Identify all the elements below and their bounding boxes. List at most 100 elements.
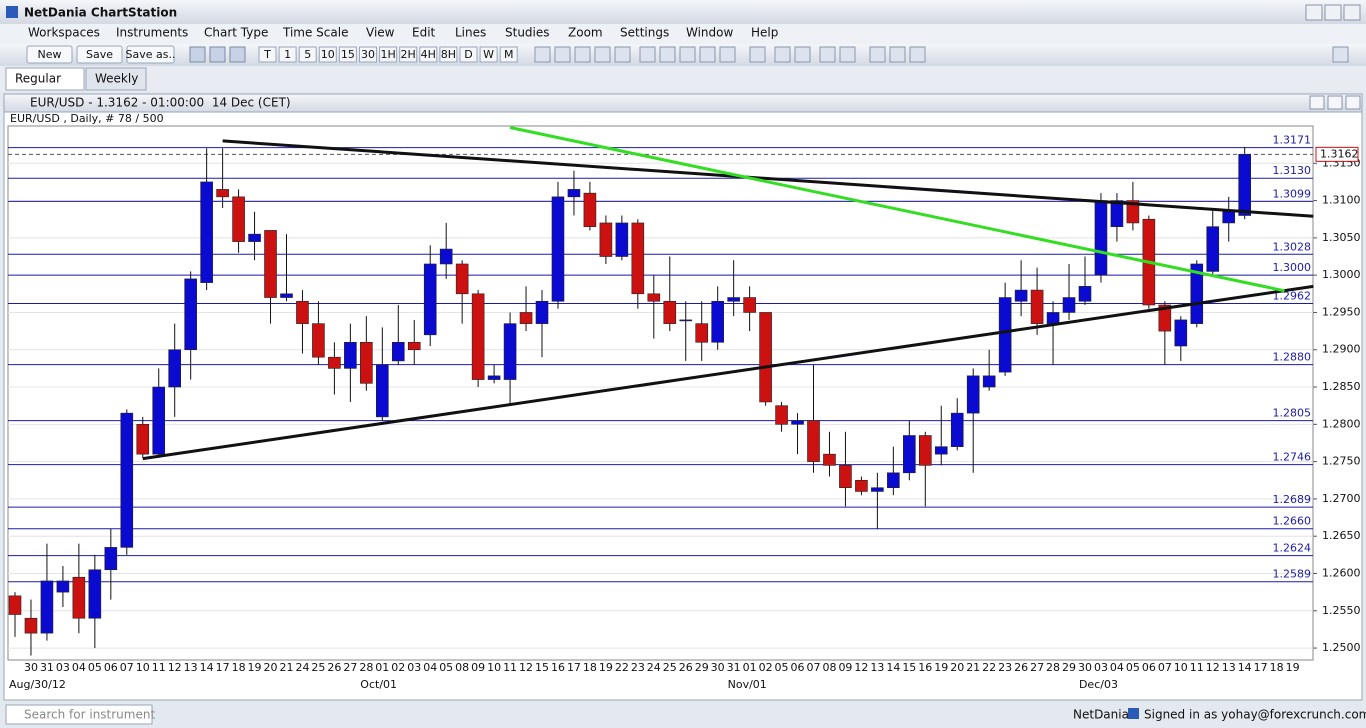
candle-body (855, 479, 868, 492)
toolbar-icon[interactable] (819, 46, 836, 63)
toolbar-icon[interactable] (1332, 46, 1349, 63)
tab[interactable] (85, 67, 147, 91)
x-tick-label: 31 (40, 661, 54, 674)
candle-body (8, 595, 22, 615)
x-tick-label: 14 (200, 661, 214, 674)
x-tick-label: 12 (854, 661, 868, 674)
toolbar-icon[interactable] (639, 46, 656, 63)
period-button[interactable] (359, 46, 377, 63)
toolbar-icon[interactable] (909, 46, 926, 63)
candle-body (823, 453, 836, 466)
candle-body (535, 300, 549, 324)
toolbar-icon[interactable] (839, 46, 856, 63)
x-tick-label: 29 (1062, 661, 1076, 674)
period-button[interactable] (318, 46, 337, 63)
period-button[interactable] (278, 46, 297, 63)
x-tick-label: 09 (838, 661, 852, 674)
toolbar-button[interactable] (126, 45, 175, 64)
chart-window-button[interactable] (1309, 95, 1325, 110)
toolbar-icon[interactable] (774, 46, 791, 63)
x-tick-label: 08 (455, 661, 469, 674)
x-tick-label: 01 (375, 661, 389, 674)
candle-body (216, 189, 229, 198)
period-label: 1 (284, 48, 291, 61)
menu-item[interactable]: Chart Type (204, 26, 268, 40)
toolbar-icon[interactable] (889, 46, 906, 63)
close-button[interactable] (1343, 4, 1361, 21)
toolbar-icon[interactable] (554, 46, 571, 63)
period-button[interactable] (439, 46, 458, 63)
period-button[interactable] (399, 46, 418, 63)
menu-item[interactable]: Studies (505, 26, 550, 40)
period-button[interactable] (298, 46, 317, 63)
x-tick-label: 15 (902, 661, 916, 674)
chart-window-button[interactable] (1345, 95, 1361, 110)
toolbar-icon[interactable] (189, 46, 206, 63)
period-button[interactable] (419, 46, 438, 63)
tab[interactable] (5, 67, 85, 91)
candle-body (551, 196, 565, 302)
menu-item[interactable]: Instruments (116, 26, 188, 40)
x-tick-label: 14 (1238, 661, 1252, 674)
trend-line (222, 139, 1314, 218)
toolbar-icon[interactable] (659, 46, 676, 63)
candle-body (407, 341, 421, 351)
toolbar-icon[interactable] (534, 46, 551, 63)
period-button[interactable] (258, 46, 277, 63)
x-tick-label: 20 (264, 661, 278, 674)
level-label: 1.2660 (1273, 515, 1312, 528)
candle-body (168, 349, 181, 388)
x-tick-label: 19 (248, 661, 262, 674)
x-tick-label: 26 (327, 661, 341, 674)
minimize-button[interactable] (1305, 4, 1323, 21)
maximize-button[interactable] (1324, 4, 1342, 21)
toolbar-icon[interactable] (574, 46, 591, 63)
level-label: 1.2689 (1273, 493, 1312, 506)
toolbar-button[interactable] (26, 45, 73, 64)
search-box[interactable] (5, 704, 153, 725)
toolbar-icon[interactable] (614, 46, 631, 63)
x-tick-label: 11 (152, 661, 166, 674)
toolbar-icon[interactable] (794, 46, 811, 63)
menu-item[interactable]: Help (751, 26, 778, 40)
toolbar-icon[interactable] (869, 46, 886, 63)
toolbar-icon[interactable] (229, 46, 246, 63)
x-tick-label: 06 (791, 661, 805, 674)
menu-item[interactable]: Lines (455, 26, 486, 40)
chart-window-button[interactable] (1327, 95, 1343, 110)
candle-body (1014, 289, 1028, 302)
menu-item[interactable]: Workspaces (28, 26, 100, 40)
period-label: T (263, 48, 271, 61)
toolbar-icon[interactable] (719, 46, 736, 63)
menu-item[interactable]: Settings (620, 26, 669, 40)
x-tick-label: 05 (775, 661, 789, 674)
period-button[interactable] (459, 46, 478, 63)
toolbar-icon[interactable] (699, 46, 716, 63)
toolbar-icon[interactable] (749, 46, 766, 63)
candle-body (56, 580, 70, 593)
menu-item[interactable]: Time Scale (282, 26, 348, 40)
candle-body (439, 248, 453, 265)
toolbar-icon[interactable] (209, 46, 226, 63)
period-button[interactable] (499, 46, 518, 63)
period-button[interactable] (338, 46, 357, 63)
period-label: W (483, 48, 494, 61)
x-tick-label: 11 (1190, 661, 1204, 674)
menu-item[interactable]: Window (686, 26, 734, 40)
candle-body (1078, 286, 1092, 302)
menu-item[interactable]: Zoom (568, 26, 603, 40)
period-button[interactable] (379, 46, 398, 63)
toolbar-button[interactable] (76, 45, 123, 64)
candle-body (807, 420, 820, 462)
menu-item[interactable]: Edit (412, 26, 436, 40)
x-tick-label: 27 (1030, 661, 1044, 674)
y-tick-label: 1.2600 (1322, 566, 1361, 579)
toolbar-icon[interactable] (594, 46, 611, 63)
x-tick-label: 23 (631, 661, 645, 674)
x-tick-label: 05 (1126, 661, 1140, 674)
period-button[interactable] (479, 46, 498, 63)
toolbar-icon[interactable] (679, 46, 696, 63)
candle-body (663, 300, 677, 324)
menu-item[interactable]: View (366, 26, 395, 40)
